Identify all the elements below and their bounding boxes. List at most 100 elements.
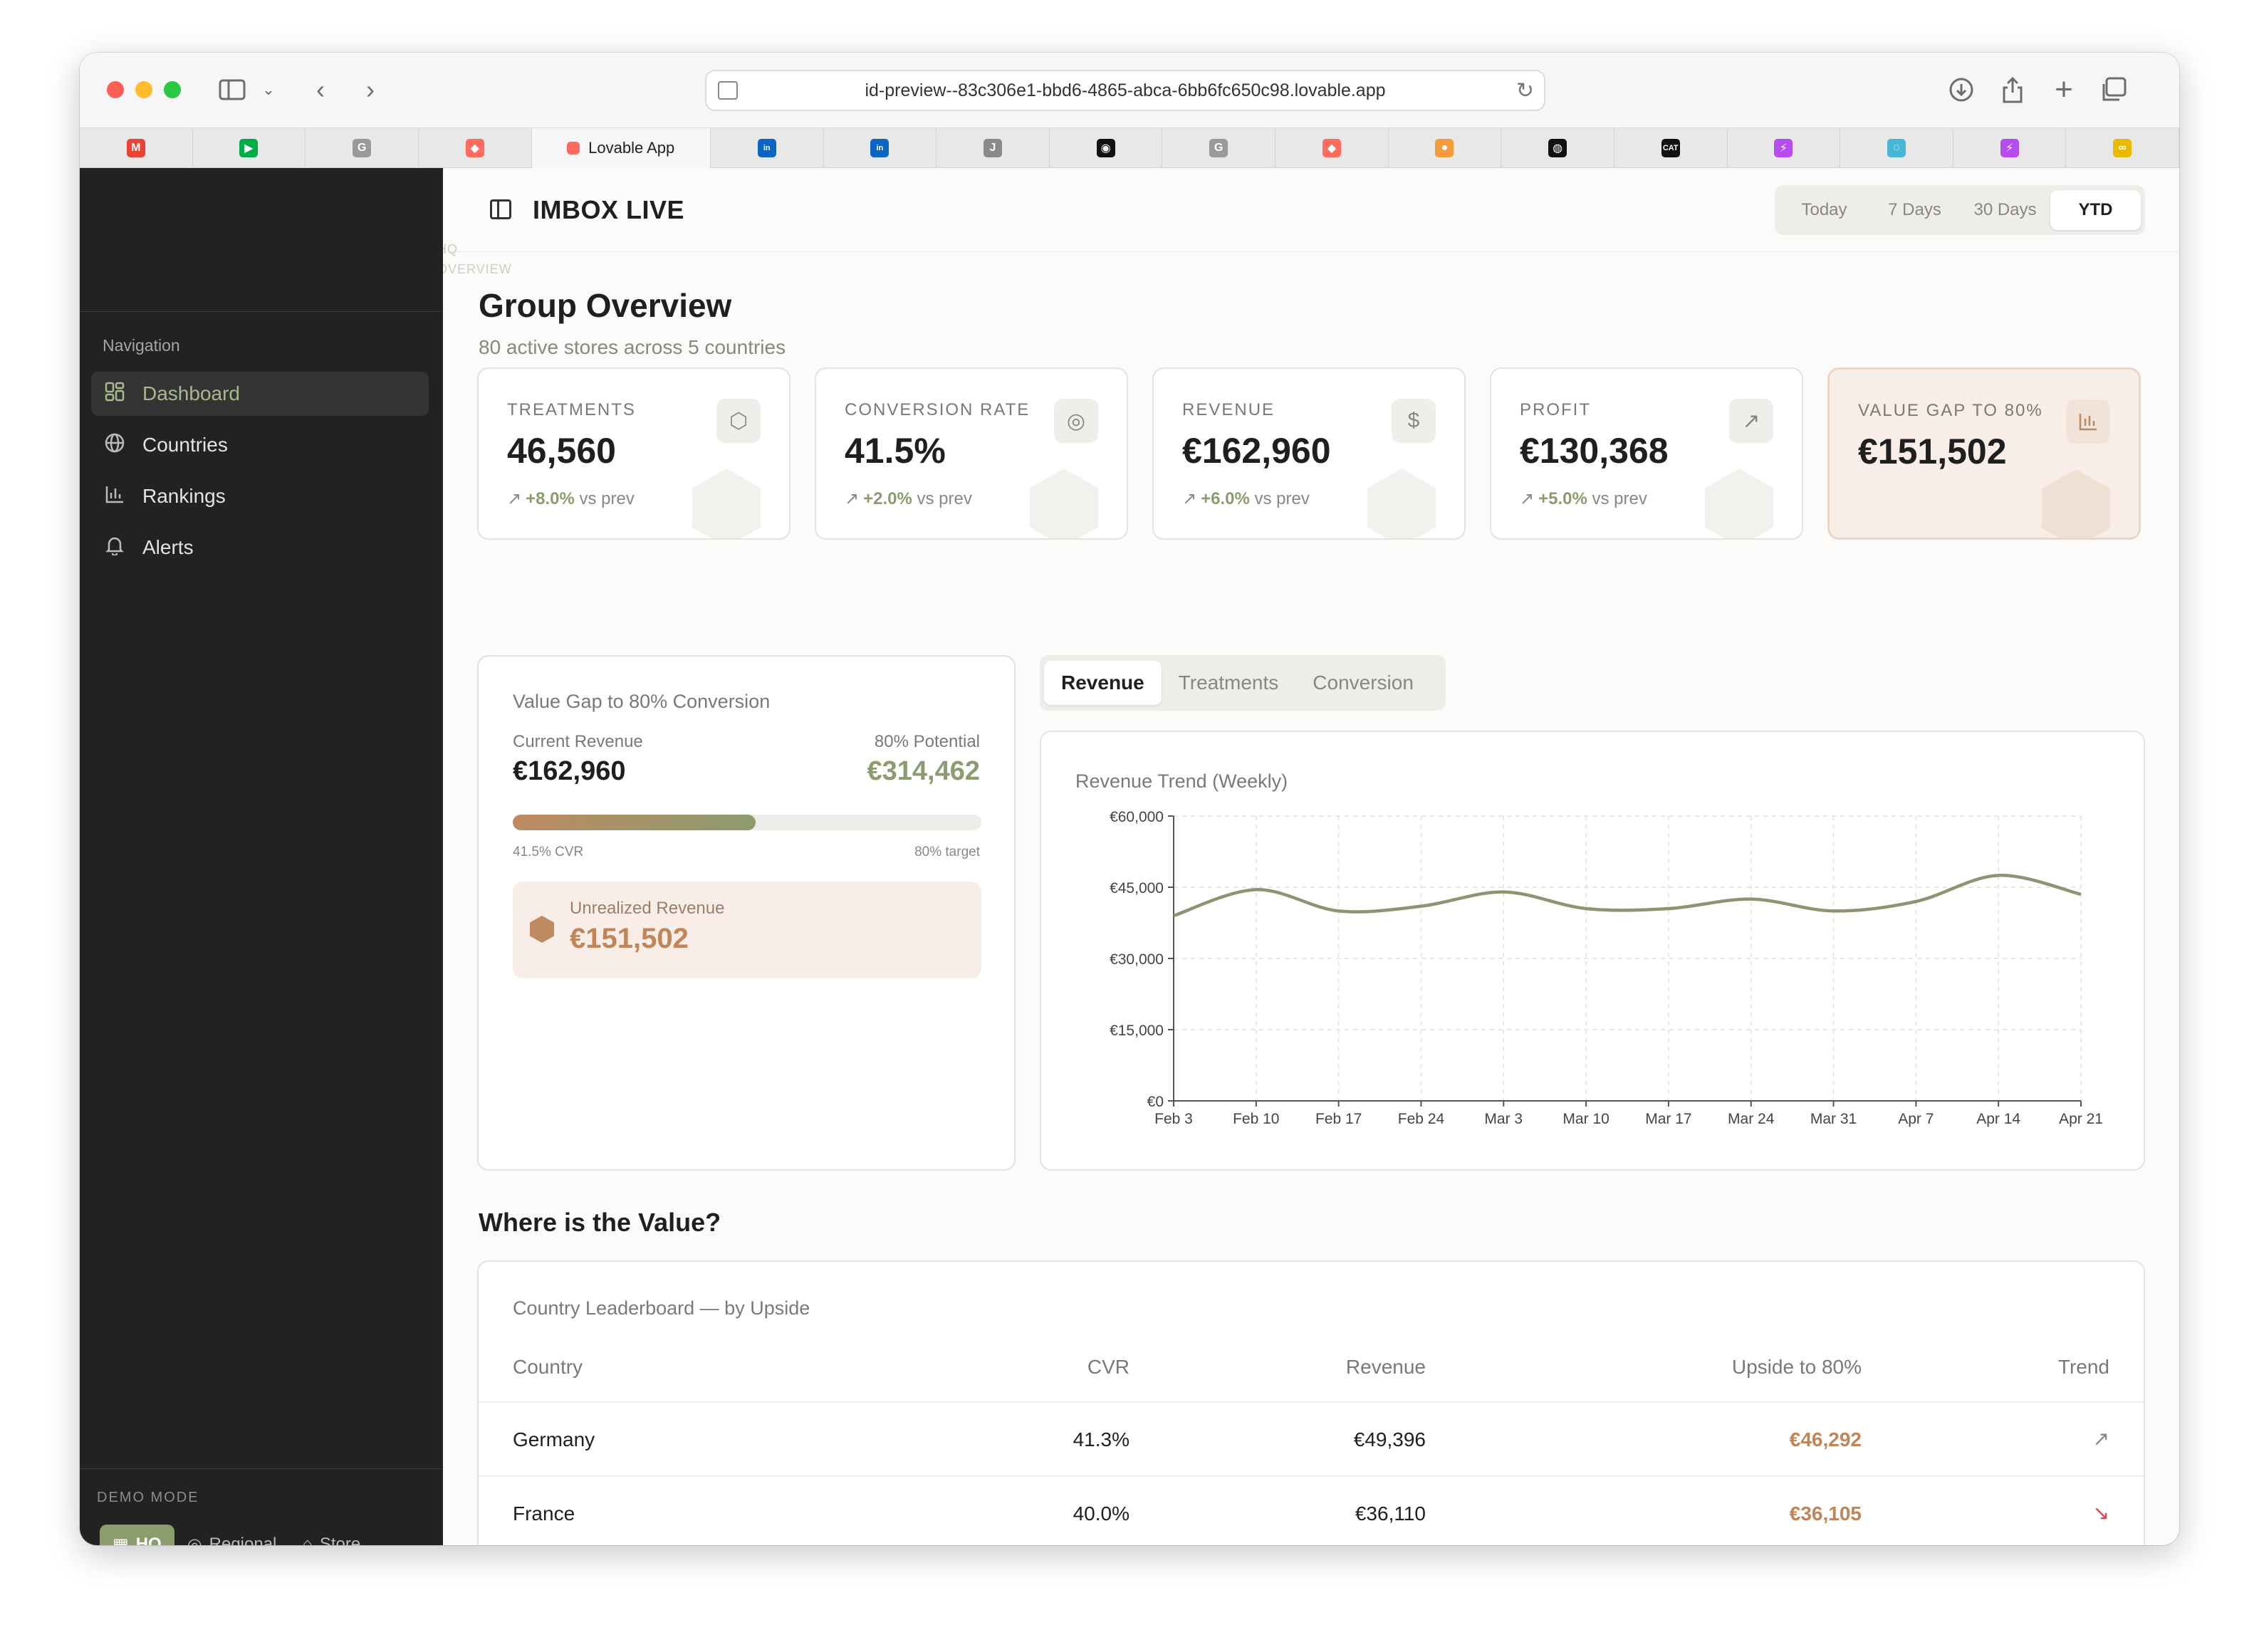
reload-icon[interactable]: ↻ — [1515, 79, 1534, 103]
browser-tab[interactable]: ◉ — [1050, 128, 1163, 168]
cell-upside: €46,292 — [1789, 1428, 1862, 1450]
column-header-trend[interactable]: Trend — [2057, 1356, 2109, 1378]
mode-label: Store — [319, 1535, 361, 1545]
x-tick-label: Feb 3 — [1154, 1111, 1193, 1127]
hexagon-decoration — [1030, 469, 1098, 538]
close-window-button[interactable] — [107, 81, 124, 98]
browser-tab[interactable]: J — [937, 128, 1050, 168]
current-revenue-label: Current Revenue — [513, 732, 643, 751]
browser-tab[interactable]: ∞ — [2066, 128, 2179, 168]
kpi-label: PROFIT — [1520, 400, 1591, 419]
browser-tab[interactable]: ◍ — [1501, 128, 1614, 168]
unrealized-label: Unrealized Revenue — [570, 899, 725, 918]
dollar-icon: $ — [1392, 399, 1436, 443]
new-tab-icon[interactable]: + — [2055, 72, 2073, 107]
sidebar-item-label: Rankings — [142, 485, 226, 507]
sidebar-toggle-icon[interactable] — [216, 73, 248, 107]
lovable-icon — [567, 142, 580, 155]
browser-tab[interactable]: ◆ — [1275, 128, 1389, 168]
browser-tab[interactable]: ◌ — [1840, 128, 1953, 168]
main-content: IMBOX LIVE Today 7 Days 30 Days YTD HQ O… — [443, 168, 2179, 1545]
tab-conversion[interactable]: Conversion — [1313, 671, 1414, 694]
browser-tab[interactable]: ⚡ — [1953, 128, 2067, 168]
range-7-days-button[interactable]: 7 Days — [1888, 200, 1941, 219]
tab-lovable-app[interactable]: Lovable App — [531, 128, 711, 168]
ghost-breadcrumb: HQ OVERVIEW — [443, 239, 512, 279]
minimize-window-button[interactable] — [135, 81, 152, 98]
kpi-delta-suffix: vs prev — [579, 489, 635, 508]
sidebar-item-countries[interactable]: Countries — [91, 423, 429, 467]
trending-up-icon: ↗ — [1729, 399, 1773, 443]
spiral-icon: ◌ — [1887, 139, 1906, 157]
kpi-label: REVENUE — [1182, 400, 1275, 419]
browser-tab[interactable]: in — [711, 128, 824, 168]
kpi-card-value-gap[interactable]: VALUE GAP TO 80% €151,502 — [1827, 367, 2141, 540]
cell-country: France — [513, 1502, 575, 1525]
hexagon-decoration — [2042, 469, 2110, 538]
share-icon[interactable] — [1997, 73, 2028, 107]
y-tick-label: €45,000 — [1110, 880, 1164, 896]
sidebar-item-alerts[interactable]: Alerts — [91, 526, 429, 570]
browser-window: ⌄ ‹ › id-preview--83c306e1-bbd6-4865-abc… — [80, 53, 2179, 1545]
kpi-card-conversion-rate[interactable]: CONVERSION RATE 41.5% ↗ +2.0% vs prev ◎ — [815, 367, 1128, 540]
y-tick-label: €0 — [1147, 1094, 1164, 1110]
maximize-window-button[interactable] — [164, 81, 181, 98]
back-icon[interactable]: ‹ — [316, 75, 325, 104]
kpi-card-profit[interactable]: PROFIT €130,368 ↗ +5.0% vs prev ↗ — [1490, 367, 1803, 540]
mode-store-button[interactable]: ⌂ Store — [289, 1525, 373, 1545]
sidebar-item-label: Dashboard — [142, 382, 240, 404]
cell-upside: €36,105 — [1789, 1502, 1862, 1525]
column-header-upside[interactable]: Upside to 80% — [1731, 1356, 1862, 1378]
date-range-selector: Today 7 Days 30 Days YTD — [1775, 185, 2145, 235]
column-header-country[interactable]: Country — [513, 1356, 583, 1378]
browser-tab[interactable]: in — [824, 128, 937, 168]
sidebar-item-rankings[interactable]: Rankings — [91, 474, 429, 518]
hexagon-icon — [530, 916, 554, 943]
bell-icon — [103, 535, 127, 560]
sidebar-item-dashboard[interactable]: Dashboard — [91, 372, 429, 416]
kpi-card-treatments[interactable]: TREATMENTS 46,560 ↗ +8.0% vs prev ⬡ — [477, 367, 791, 540]
tab-overview-icon[interactable] — [2098, 73, 2129, 107]
browser-tab[interactable]: ▶ — [193, 128, 306, 168]
section-title: Where is the Value? — [479, 1208, 721, 1237]
address-bar[interactable]: id-preview--83c306e1-bbd6-4865-abca-6bb6… — [705, 70, 1545, 111]
sidebar-collapse-icon[interactable] — [490, 199, 511, 219]
column-header-cvr[interactable]: CVR — [1087, 1356, 1130, 1378]
bolt-icon: ⚡ — [1774, 139, 1793, 157]
range-today-button[interactable]: Today — [1801, 200, 1847, 219]
progress-left-caption: 41.5% CVR — [513, 845, 584, 859]
browser-tab[interactable]: G — [306, 128, 419, 168]
browser-tab[interactable]: ● — [1389, 128, 1502, 168]
browser-tab[interactable]: M — [80, 128, 193, 168]
bolt-icon: ⚡ — [2000, 139, 2019, 157]
tab-treatments[interactable]: Treatments — [1178, 671, 1279, 694]
kpi-delta-value: +2.0% — [863, 489, 912, 508]
range-30-days-button[interactable]: 30 Days — [1973, 200, 2037, 219]
sidebar: Navigation Dashboard Countries Rankings … — [80, 168, 443, 1545]
column-header-revenue[interactable]: Revenue — [1345, 1356, 1426, 1378]
browser-tab[interactable]: ⚡ — [1728, 128, 1841, 168]
browser-tab[interactable]: ◆ — [419, 128, 532, 168]
hexagon-icon: ⬡ — [716, 399, 761, 443]
trending-down-icon: ↘ — [2092, 1502, 2109, 1524]
kpi-label: TREATMENTS — [507, 400, 636, 419]
kpi-value: €151,502 — [1858, 432, 2007, 471]
forward-icon[interactable]: › — [366, 75, 375, 104]
y-tick-label: €30,000 — [1110, 951, 1164, 968]
demo-mode-switcher: ▦ HQ ◎ Regional ⌂ Store — [100, 1521, 434, 1545]
download-icon[interactable] — [1946, 73, 1977, 107]
sidebar-divider — [80, 1468, 443, 1469]
browser-tab[interactable]: CAT — [1614, 128, 1728, 168]
chevron-down-icon[interactable]: ⌄ — [261, 80, 276, 98]
x-tick-label: Feb 10 — [1233, 1111, 1279, 1127]
mode-regional-button[interactable]: ◎ Regional — [174, 1525, 290, 1545]
range-ytd-button[interactable]: YTD — [2050, 190, 2141, 230]
tab-revenue[interactable]: Revenue — [1044, 661, 1162, 705]
kpi-card-revenue[interactable]: REVENUE €162,960 ↗ +6.0% vs prev $ — [1152, 367, 1466, 540]
tab-strip: M ▶ G ◆ Lovable App in in J ◉ G ◆ ● ◍ CAT ⚡ ◌ ⚡ ∞ — [80, 128, 2179, 168]
revenue-trend-card: Revenue Trend (Weekly) €0 €15,000 €30,000 €4… — [1040, 731, 2145, 1171]
browser-tab[interactable]: G — [1162, 128, 1276, 168]
mode-hq-button[interactable]: ▦ HQ — [100, 1525, 174, 1545]
trending-up-icon: ↗ — [1520, 489, 1535, 508]
x-tick-label: Mar 17 — [1645, 1111, 1691, 1127]
